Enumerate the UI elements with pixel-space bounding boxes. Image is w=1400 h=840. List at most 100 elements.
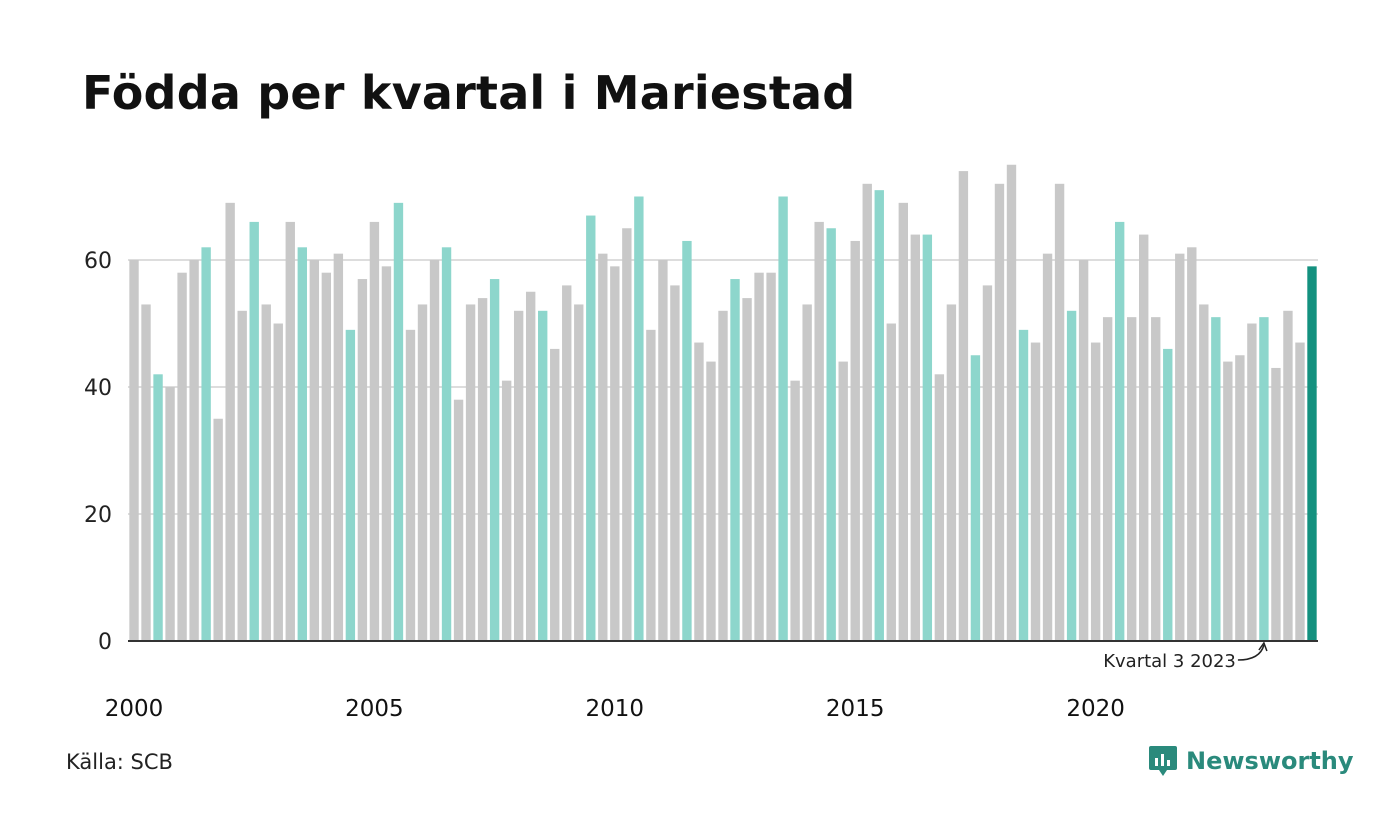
bar xyxy=(1307,266,1317,641)
bar xyxy=(129,260,139,641)
bar xyxy=(934,374,945,641)
bar xyxy=(610,266,620,641)
bar xyxy=(850,240,860,641)
bar xyxy=(910,234,921,641)
bar xyxy=(1151,317,1161,641)
bar xyxy=(682,240,692,641)
bar xyxy=(309,260,320,641)
bar xyxy=(1187,247,1197,642)
bar xyxy=(1078,260,1089,641)
bar xyxy=(1102,317,1113,641)
bar xyxy=(994,183,1005,642)
source-note: Källa: SCB xyxy=(66,750,173,774)
annotation-arrowhead xyxy=(1258,641,1268,652)
bar xyxy=(1030,342,1041,641)
bar xyxy=(249,221,259,641)
bar xyxy=(562,285,572,641)
x-tick-label: 2015 xyxy=(826,696,885,722)
newsworthy-logo-icon xyxy=(1149,746,1177,776)
bar xyxy=(586,215,596,642)
bar xyxy=(1018,329,1029,641)
bar xyxy=(718,310,728,641)
bar xyxy=(285,221,295,641)
bar xyxy=(381,266,392,641)
bar xyxy=(369,221,380,641)
bar xyxy=(201,247,211,642)
bar xyxy=(670,285,680,641)
axes: 0 20 40 60 2000 2005 2010 2015 2020 xyxy=(84,249,1318,722)
bar xyxy=(694,342,704,641)
y-tick-label: 60 xyxy=(84,249,112,274)
bar xyxy=(441,247,452,642)
bar xyxy=(790,380,800,641)
bar xyxy=(1139,234,1149,641)
bar xyxy=(357,279,368,641)
bar xyxy=(489,279,500,641)
bar xyxy=(1090,342,1101,641)
bar xyxy=(153,374,163,641)
bar xyxy=(1259,317,1269,641)
bar xyxy=(862,183,872,642)
bar xyxy=(429,260,440,641)
bar xyxy=(453,399,464,641)
bar xyxy=(922,234,933,641)
bar xyxy=(405,329,416,641)
bar xyxy=(1295,342,1305,641)
annotation-arrow xyxy=(1237,644,1265,661)
bar xyxy=(982,285,993,641)
bar xyxy=(177,272,187,641)
x-tick-label: 2000 xyxy=(105,696,164,722)
bar xyxy=(574,304,584,641)
x-tick-label: 2020 xyxy=(1066,696,1125,722)
bar xyxy=(1054,183,1065,642)
bar xyxy=(225,202,235,641)
bar xyxy=(898,202,908,641)
bar xyxy=(1066,310,1077,641)
bar xyxy=(970,355,981,641)
bar xyxy=(802,304,812,641)
bar xyxy=(261,304,271,641)
bar xyxy=(333,253,344,641)
bar xyxy=(622,228,632,641)
bar xyxy=(1199,304,1209,641)
bar xyxy=(1127,317,1137,641)
bar xyxy=(297,247,307,642)
bar xyxy=(1163,348,1173,641)
bar xyxy=(465,304,476,641)
bar xyxy=(658,260,668,641)
bar xyxy=(189,260,199,641)
bar xyxy=(1175,253,1185,641)
bar xyxy=(730,279,740,641)
bar xyxy=(501,380,512,641)
bar xyxy=(946,304,957,641)
bar xyxy=(886,323,896,641)
bar xyxy=(958,171,969,641)
bar xyxy=(1235,355,1245,641)
bar xyxy=(393,202,404,641)
bar xyxy=(550,348,560,641)
bar-chart: 0 20 40 60 2000 2005 2010 2015 2020 Kvartal 3 20… xyxy=(84,164,1318,722)
bar xyxy=(417,304,428,641)
y-tick-label: 20 xyxy=(84,503,112,528)
y-tick-label: 40 xyxy=(84,376,112,401)
bar xyxy=(814,221,824,641)
bar xyxy=(165,387,175,641)
brand-name: Newsworthy xyxy=(1186,747,1354,775)
x-tick-label: 2010 xyxy=(586,696,645,722)
page-title: Födda per kvartal i Mariestad xyxy=(82,66,856,120)
bar xyxy=(598,253,608,641)
bar xyxy=(646,329,656,641)
bar xyxy=(1006,164,1017,641)
bar xyxy=(754,272,764,641)
bar xyxy=(634,196,644,641)
bar xyxy=(874,190,884,641)
bar xyxy=(213,418,223,641)
bar xyxy=(742,298,752,641)
bar xyxy=(838,361,848,641)
bar xyxy=(321,272,332,641)
bar xyxy=(1211,317,1221,641)
bar xyxy=(1247,323,1257,641)
brand-logo: Newsworthy xyxy=(1148,744,1354,778)
bar xyxy=(826,228,836,641)
bar xyxy=(1223,361,1233,641)
